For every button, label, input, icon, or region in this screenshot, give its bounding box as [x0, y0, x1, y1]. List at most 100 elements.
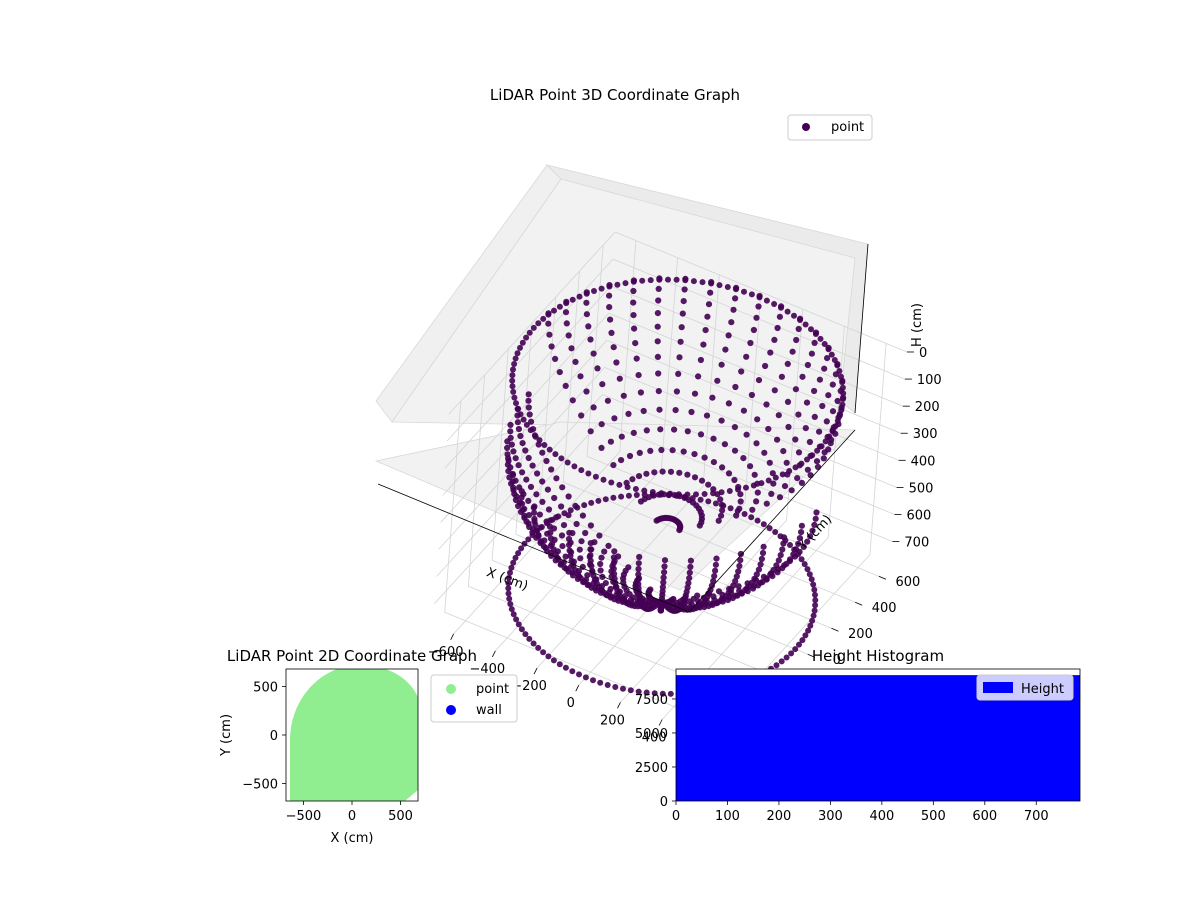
- point-3d: [611, 415, 618, 422]
- histogram-legend-label: Height: [1021, 682, 1064, 697]
- point-3d: [545, 320, 552, 327]
- point-3d: [528, 418, 535, 425]
- point-3d: [633, 355, 640, 362]
- point-3d: [531, 515, 538, 523]
- plot2d-ticks: −500 0 500 −500 0 500: [242, 680, 413, 824]
- point-3d: [561, 510, 568, 517]
- point-3d: [777, 552, 784, 559]
- point-3d: [639, 277, 646, 284]
- point-3d: [806, 438, 814, 446]
- point-3d: [680, 448, 687, 455]
- point-3d: [637, 389, 645, 396]
- point-3d: [604, 397, 612, 404]
- point-3d: [665, 276, 671, 283]
- point-3d: [633, 492, 640, 498]
- point-3d: [535, 644, 542, 651]
- point-3d: [517, 411, 524, 418]
- point-3d: [776, 494, 784, 501]
- point-3d: [578, 412, 585, 419]
- point-3d: [654, 353, 662, 360]
- point-3d: [510, 484, 517, 491]
- point-3d: [817, 335, 824, 342]
- point-3d: [544, 486, 552, 493]
- point-3d: [741, 288, 747, 295]
- point-3d: [772, 474, 779, 481]
- point-3d: [599, 381, 606, 388]
- point-3d: [701, 491, 708, 497]
- point-3d: [601, 548, 608, 555]
- point-3d: [559, 543, 566, 550]
- point-3d: [798, 460, 805, 467]
- point-3d: [697, 496, 704, 503]
- point-3d: [710, 459, 718, 466]
- point-3d: [698, 477, 706, 484]
- point-3d: [690, 278, 697, 285]
- point-3d: [630, 429, 637, 436]
- point-3d: [519, 506, 527, 513]
- point-3d: [829, 408, 837, 415]
- point-3d: [773, 562, 780, 569]
- point-3d: [669, 447, 676, 454]
- point-3d: [562, 664, 569, 671]
- point-3d: [626, 452, 634, 460]
- point-3d: [598, 421, 605, 428]
- point-3d: [834, 418, 841, 424]
- point-3d: [620, 685, 626, 692]
- point-3d: [771, 387, 778, 394]
- z-tick-label: 500: [909, 481, 934, 496]
- point-3d: [751, 471, 758, 478]
- point-3d: [834, 362, 841, 369]
- point-3d: [553, 475, 560, 482]
- point-3d: [695, 373, 702, 380]
- point-3d: [816, 376, 824, 383]
- point-3d: [779, 565, 786, 572]
- x-tick-label: 400: [869, 809, 894, 824]
- point-3d: [829, 428, 836, 435]
- point-3d: [839, 401, 846, 408]
- point-3d: [537, 538, 545, 545]
- point-3d: [759, 549, 767, 557]
- y-tick-mark: [807, 653, 815, 658]
- point-3d: [525, 511, 533, 519]
- point-3d: [795, 540, 802, 547]
- point-3d: [667, 490, 674, 497]
- point-3d: [782, 537, 789, 544]
- point-3d: [591, 288, 597, 294]
- point-3d: [510, 366, 516, 373]
- point-3d: [568, 345, 575, 352]
- point-3d: [504, 438, 511, 445]
- z-tick-label: 0: [919, 346, 927, 361]
- point-3d: [656, 406, 663, 413]
- point-3d: [737, 550, 745, 558]
- point-3d: [525, 404, 532, 411]
- point-3d: [555, 513, 562, 520]
- point-3d: [523, 421, 530, 428]
- point-3d: [506, 575, 512, 581]
- z-tick-label: 300: [913, 427, 938, 442]
- point-3d: [579, 512, 587, 519]
- plot2d-title: LiDAR Point 2D Coordinate Graph: [227, 647, 477, 665]
- point-3d: [672, 407, 679, 414]
- point-3d: [802, 321, 809, 328]
- point-3d: [812, 602, 819, 609]
- point-3d: [747, 463, 754, 470]
- point-3d: [525, 497, 532, 504]
- point-3d: [798, 479, 806, 486]
- point-3d: [607, 316, 614, 323]
- point-3d: [525, 391, 532, 398]
- point-3d: [814, 447, 821, 454]
- point-3d: [583, 311, 591, 318]
- point-3d: [563, 300, 570, 307]
- point-3d: [715, 517, 722, 524]
- point-3d: [545, 311, 552, 318]
- point-3d: [539, 478, 546, 485]
- point-3d: [602, 496, 609, 503]
- point-3d: [629, 476, 636, 483]
- point-3d: [717, 496, 724, 503]
- point-3d: [635, 688, 642, 695]
- point-3d: [783, 560, 790, 568]
- point-3d: [522, 631, 529, 638]
- point-3d: [811, 413, 818, 420]
- point-3d: [736, 562, 743, 570]
- histogram-legend-swatch: [983, 682, 1013, 693]
